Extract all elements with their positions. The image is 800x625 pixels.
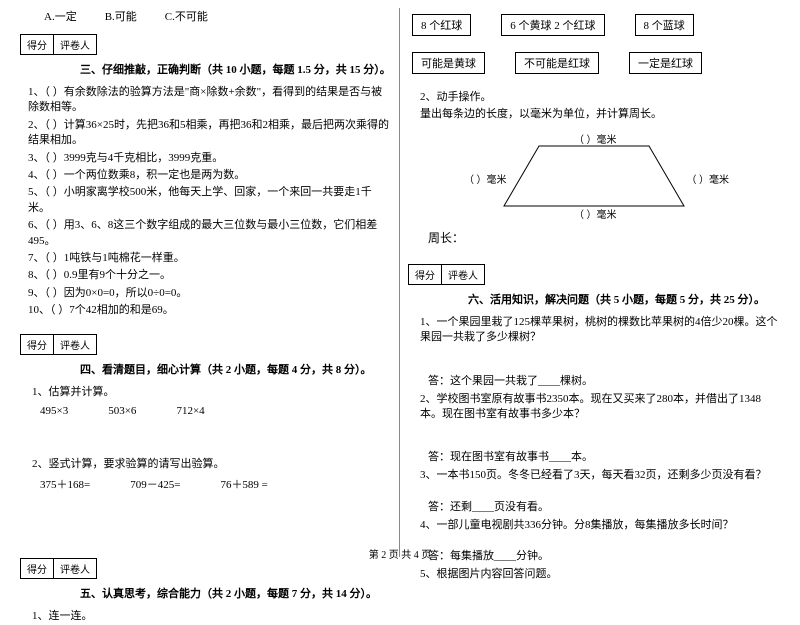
score-label: 得分 (20, 334, 53, 355)
section-4-title: 四、看清题目，细心计算（共 2 小题，每题 4 分，共 8 分）。 (80, 361, 391, 377)
grader-label: 评卷人 (53, 558, 97, 579)
ball-row-2: 可能是黄球 不可能是红球 一定是红球 (412, 52, 780, 74)
score-label: 得分 (20, 34, 53, 55)
problem-4: 4、一部儿童电视剧共336分钟。分8集播放，每集播放多长时间？ (420, 518, 780, 533)
judge-item: 2、（ ）计算36×25时，先把36和5相乘，再把36和2相乘，最后把两次乘得的… (28, 118, 391, 149)
grader-label: 评卷人 (53, 334, 97, 355)
judge-item: 10、（ ）7个42相加的和是69。 (28, 303, 391, 318)
calc1-row: 495×3 503×6 712×4 (40, 405, 391, 417)
ball-box: 一定是红球 (629, 52, 702, 74)
grader-label: 评卷人 (53, 34, 97, 55)
answer-1: 答：这个果园一共栽了____棵树。 (428, 372, 780, 388)
right-column: 8 个红球 6 个黄球 2 个红球 8 个蓝球 可能是黄球 不可能是红球 一定是… (400, 8, 788, 557)
problem-1: 1、一个果园里栽了125棵苹果树，桃树的棵数比苹果树的4倍少20棵。这个果园一共… (420, 315, 780, 346)
score-label: 得分 (408, 264, 441, 285)
left-column: A.一定 B.可能 C.不可能 得分 评卷人 三、仔细推敲，正确判断（共 10 … (12, 8, 400, 557)
trap-label-bottom: （ ）毫米 (574, 206, 617, 221)
judge-item: 8、（ ）0.9里有9个十分之一。 (28, 268, 391, 283)
judge-item: 9、（ ）因为0×0=0，所以0÷0=0。 (28, 286, 391, 301)
grader-label: 评卷人 (441, 264, 485, 285)
judge-item: 3、（ ）3999克与4千克相比，3999克重。 (28, 151, 391, 166)
answer-3: 答：还剩____页没有看。 (428, 498, 780, 514)
ball-row-1: 8 个红球 6 个黄球 2 个红球 8 个蓝球 (412, 14, 780, 36)
calc-expr: 712×4 (176, 405, 204, 417)
choice-row: A.一定 B.可能 C.不可能 (20, 8, 391, 24)
ball-box: 6 个黄球 2 个红球 (501, 14, 604, 36)
score-box-6: 得分 评卷人 (408, 264, 780, 285)
problem-3: 3、一本书150页。冬冬已经看了3天，每天看32页，还剩多少页没有看？ (420, 468, 780, 483)
q5-1: 1、连一连。 (32, 609, 391, 624)
perimeter-label: 周长： (428, 229, 780, 246)
score-box-5: 得分 评卷人 (20, 558, 391, 579)
calc1-label: 1、估算并计算。 (32, 385, 391, 400)
trap-label-top: （ ）毫米 (574, 131, 617, 146)
trap-label-right: （ ）毫米 (687, 171, 730, 186)
calc2-row: 375＋168= 709－425= 76＋589 = (40, 476, 391, 492)
section-6-title: 六、活用知识，解决问题（共 5 小题，每题 5 分，共 25 分）。 (468, 291, 780, 307)
calc-expr: 375＋168= (40, 476, 90, 492)
section-5-title: 五、认真思考，综合能力（共 2 小题，每题 7 分，共 14 分）。 (80, 585, 391, 601)
judge-item: 6、（ ）用3、6、8这三个数字组成的最大三位数与最小三位数，它们相差495。 (28, 218, 391, 249)
trapezoid-diagram: （ ）毫米 （ ）毫米 （ ）毫米 （ ）毫米 (484, 131, 704, 221)
choice-b: B.可能 (105, 8, 137, 24)
score-box-4: 得分 评卷人 (20, 334, 391, 355)
answer-4: 答：每集播放____分钟。 (428, 547, 780, 563)
calc-expr: 709－425= (130, 476, 180, 492)
calc2-label: 2、竖式计算，要求验算的请写出验算。 (32, 457, 391, 472)
q2-label: 2、动手操作。 (420, 90, 780, 105)
ball-box: 可能是黄球 (412, 52, 485, 74)
trap-label-left: （ ）毫米 (464, 171, 507, 186)
score-box-3: 得分 评卷人 (20, 34, 391, 55)
calc-expr: 503×6 (108, 405, 136, 417)
section-3-title: 三、仔细推敲，正确判断（共 10 小题，每题 1.5 分，共 15 分）。 (80, 61, 391, 77)
ball-box: 不可能是红球 (515, 52, 599, 74)
page-footer: 第 2 页 共 4 页 (369, 546, 432, 561)
judge-item: 1、（ ）有余数除法的验算方法是"商×除数+余数"，看得到的结果是否与被除数相等… (28, 85, 391, 116)
answer-2: 答：现在图书室有故事书____本。 (428, 448, 780, 464)
problem-2: 2、学校图书室原有故事书2350本。现在又买来了280本，并借出了1348本。现… (420, 392, 780, 423)
choice-a: A.一定 (44, 8, 77, 24)
judge-item: 7、（ ）1吨铁与1吨棉花一样重。 (28, 251, 391, 266)
choice-c: C.不可能 (165, 8, 208, 24)
judge-item: 5、（ ）小明家离学校500米，他每天上学、回家，一个来回一共要走1千米。 (28, 185, 391, 216)
calc-expr: 76＋589 = (220, 476, 267, 492)
q2-desc: 量出每条边的长度，以毫米为单位，并计算周长。 (420, 107, 780, 122)
problem-5: 5、根据图片内容回答问题。 (420, 567, 780, 582)
ball-box: 8 个蓝球 (635, 14, 694, 36)
judge-item: 4、（ ）一个两位数乘8，积一定也是两为数。 (28, 168, 391, 183)
ball-box: 8 个红球 (412, 14, 471, 36)
calc-expr: 495×3 (40, 405, 68, 417)
score-label: 得分 (20, 558, 53, 579)
